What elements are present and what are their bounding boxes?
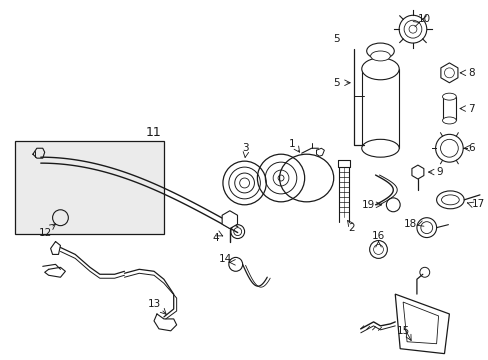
Ellipse shape: [361, 58, 398, 80]
Text: 2: 2: [348, 222, 354, 233]
Text: 16: 16: [371, 230, 385, 240]
Ellipse shape: [442, 117, 455, 124]
Text: 15: 15: [396, 326, 409, 336]
Ellipse shape: [442, 93, 455, 100]
Text: 13: 13: [147, 299, 160, 309]
Text: 7: 7: [467, 104, 474, 113]
Ellipse shape: [361, 139, 398, 157]
Text: 11: 11: [146, 126, 162, 139]
Text: 1: 1: [288, 139, 295, 149]
Bar: [442, 96, 455, 121]
Bar: [15, 141, 164, 234]
Text: 3: 3: [242, 143, 248, 153]
Polygon shape: [402, 302, 438, 344]
Text: 14: 14: [219, 255, 232, 264]
Polygon shape: [394, 294, 448, 354]
Bar: [361, 69, 398, 148]
Ellipse shape: [370, 51, 389, 61]
Ellipse shape: [366, 43, 393, 59]
Text: 8: 8: [467, 68, 474, 78]
Text: 18: 18: [403, 219, 416, 229]
Text: 5: 5: [332, 34, 339, 44]
Polygon shape: [222, 211, 237, 229]
Ellipse shape: [436, 191, 463, 209]
Text: 17: 17: [471, 199, 484, 209]
Text: 10: 10: [417, 14, 430, 24]
Text: 19: 19: [361, 200, 374, 210]
Text: 6: 6: [467, 143, 474, 153]
Polygon shape: [440, 63, 457, 83]
Text: 9: 9: [435, 167, 442, 177]
Text: 12: 12: [39, 228, 52, 238]
Polygon shape: [411, 165, 423, 179]
Text: 4: 4: [212, 233, 219, 243]
Text: 5: 5: [332, 78, 339, 88]
Ellipse shape: [279, 154, 333, 202]
